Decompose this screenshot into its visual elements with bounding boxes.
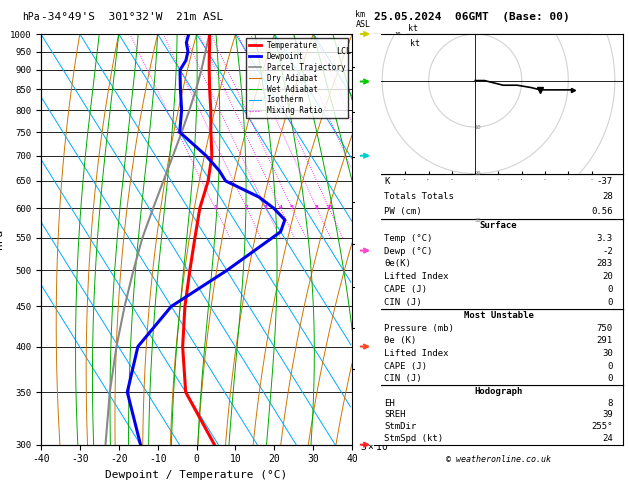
Text: Hodograph: Hodograph	[474, 386, 523, 396]
Text: 283: 283	[597, 260, 613, 268]
Text: CAPE (J): CAPE (J)	[384, 285, 427, 295]
Text: 20: 20	[602, 272, 613, 281]
Text: Temp (°C): Temp (°C)	[384, 234, 433, 243]
Text: 28: 28	[602, 192, 613, 201]
Text: CIN (J): CIN (J)	[384, 298, 422, 307]
Text: km
ASL: km ASL	[355, 10, 370, 29]
Y-axis label: hPa: hPa	[0, 229, 4, 249]
Text: 8: 8	[314, 205, 318, 210]
Text: 25.05.2024  06GMT  (Base: 00): 25.05.2024 06GMT (Base: 00)	[374, 12, 570, 22]
Text: Lifted Index: Lifted Index	[384, 349, 448, 358]
Y-axis label: Mixing Ratio (g/kg): Mixing Ratio (g/kg)	[434, 192, 443, 287]
Text: 5: 5	[290, 205, 294, 210]
Text: 3: 3	[264, 205, 268, 210]
Text: Totals Totals: Totals Totals	[384, 192, 454, 201]
Text: Surface: Surface	[480, 221, 517, 230]
Text: LCL: LCL	[336, 47, 351, 56]
Text: 30: 30	[474, 218, 481, 223]
Text: -37: -37	[597, 177, 613, 186]
Text: 20: 20	[474, 172, 481, 176]
Text: Pressure (mb): Pressure (mb)	[384, 324, 454, 332]
Text: 750: 750	[597, 324, 613, 332]
Text: 0.56: 0.56	[591, 207, 613, 216]
Text: Dewp (°C): Dewp (°C)	[384, 246, 433, 256]
Text: 0: 0	[608, 362, 613, 371]
Text: CIN (J): CIN (J)	[384, 374, 422, 383]
Text: © weatheronline.co.uk: © weatheronline.co.uk	[446, 455, 551, 464]
Text: StmSpd (kt): StmSpd (kt)	[384, 434, 443, 443]
Text: hPa: hPa	[22, 12, 40, 22]
Text: 255°: 255°	[591, 422, 613, 432]
Text: K: K	[384, 177, 389, 186]
Text: kt: kt	[410, 39, 420, 48]
Text: 24: 24	[602, 434, 613, 443]
Text: 0: 0	[608, 285, 613, 295]
Text: 20: 20	[472, 170, 479, 174]
Text: Most Unstable: Most Unstable	[464, 311, 533, 320]
Text: θe (K): θe (K)	[384, 336, 416, 346]
Text: 10: 10	[474, 125, 481, 130]
Text: -2: -2	[602, 246, 613, 256]
Text: -34°49'S  301°32'W  21m ASL: -34°49'S 301°32'W 21m ASL	[41, 12, 223, 22]
Text: 30: 30	[472, 215, 479, 220]
Text: PW (cm): PW (cm)	[384, 207, 422, 216]
Text: EH: EH	[384, 399, 395, 407]
Text: 4: 4	[278, 205, 282, 210]
Text: 2: 2	[245, 205, 248, 210]
Text: CAPE (J): CAPE (J)	[384, 362, 427, 371]
Text: StmDir: StmDir	[384, 422, 416, 432]
Text: 30: 30	[602, 349, 613, 358]
Text: 8: 8	[608, 399, 613, 407]
Text: SREH: SREH	[384, 410, 406, 419]
Text: 3.3: 3.3	[597, 234, 613, 243]
Legend: Temperature, Dewpoint, Parcel Trajectory, Dry Adiabat, Wet Adiabat, Isotherm, Mi: Temperature, Dewpoint, Parcel Trajectory…	[246, 38, 348, 119]
Text: 39: 39	[602, 410, 613, 419]
Text: 0: 0	[608, 298, 613, 307]
Text: Lifted Index: Lifted Index	[384, 272, 448, 281]
Text: θe(K): θe(K)	[384, 260, 411, 268]
Text: 291: 291	[597, 336, 613, 346]
Text: 10: 10	[472, 124, 479, 129]
Text: 1: 1	[213, 205, 216, 210]
Text: 10: 10	[325, 205, 333, 210]
Text: 0: 0	[608, 374, 613, 383]
X-axis label: Dewpoint / Temperature (°C): Dewpoint / Temperature (°C)	[106, 470, 287, 480]
Text: kt: kt	[408, 24, 418, 33]
